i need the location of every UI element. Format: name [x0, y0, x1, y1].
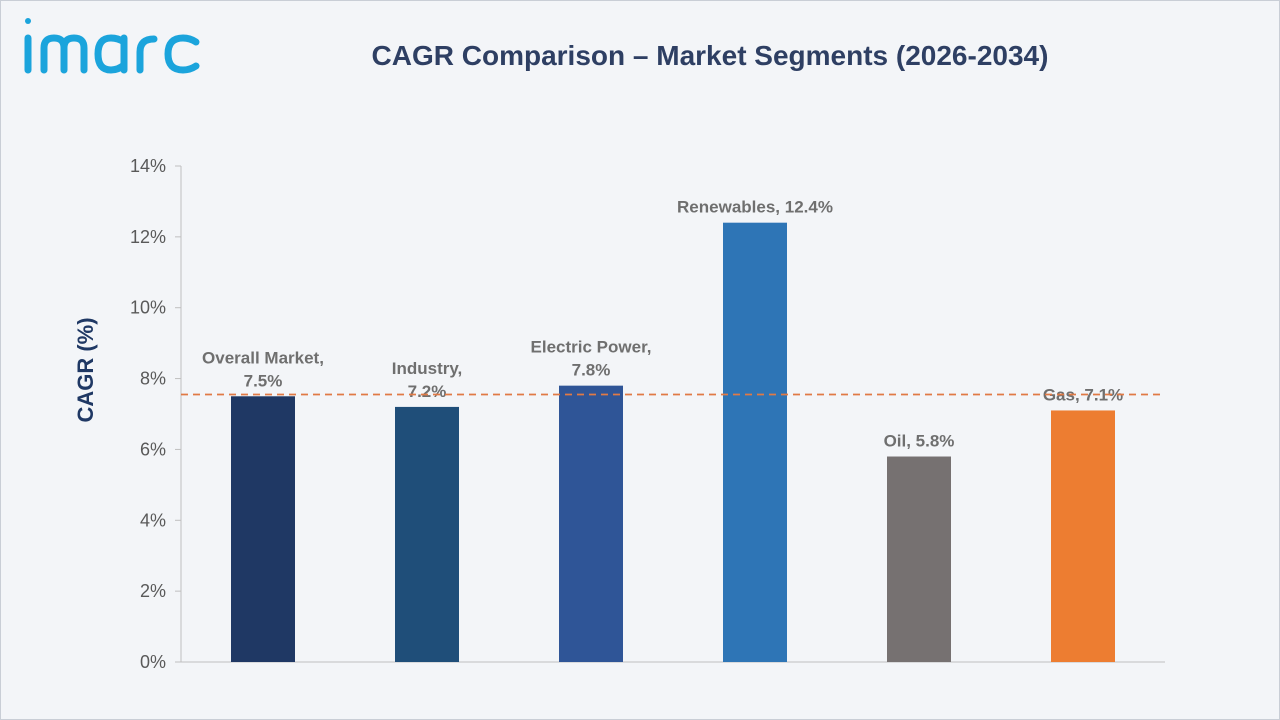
bar-renewables	[723, 222, 787, 662]
logo-mark	[24, 18, 200, 74]
bar-industry	[395, 406, 459, 662]
bar-gas	[1051, 410, 1115, 662]
y-tick-label: 6%	[140, 439, 166, 459]
data-label: Renewables, 12.4%	[677, 198, 833, 217]
data-label: 7.5%	[244, 371, 283, 390]
bar-electric-power	[559, 385, 623, 662]
data-label: Industry,	[392, 359, 463, 378]
y-tick-label: 14%	[130, 156, 166, 176]
y-tick-label: 0%	[140, 652, 166, 672]
imarc-logo	[24, 18, 200, 74]
data-label: 7.8%	[572, 361, 611, 380]
y-axis: 0% 2% 4% 6% 8% 10% 12% 14%	[130, 156, 1165, 672]
data-label: Overall Market,	[202, 348, 324, 367]
y-axis-title: CAGR (%)	[73, 317, 98, 422]
y-tick-label: 12%	[130, 227, 166, 247]
data-labels: Overall Market, 7.5% Industry, 7.2% Electric…	[202, 198, 1123, 451]
bars	[231, 222, 1115, 662]
data-label: Oil, 5.8%	[884, 432, 955, 451]
data-label: Electric Power,	[531, 338, 652, 357]
chart-title: CAGR Comparison – Market Segments (2026-…	[371, 40, 1049, 71]
y-tick-label: 8%	[140, 369, 166, 389]
y-tick-label: 2%	[140, 581, 166, 601]
y-tick-label: 10%	[130, 298, 166, 318]
bar-oil	[887, 456, 951, 662]
y-tick-label: 4%	[140, 510, 166, 530]
data-label: 7.2%	[408, 382, 447, 401]
bar-overall-market	[231, 396, 295, 662]
